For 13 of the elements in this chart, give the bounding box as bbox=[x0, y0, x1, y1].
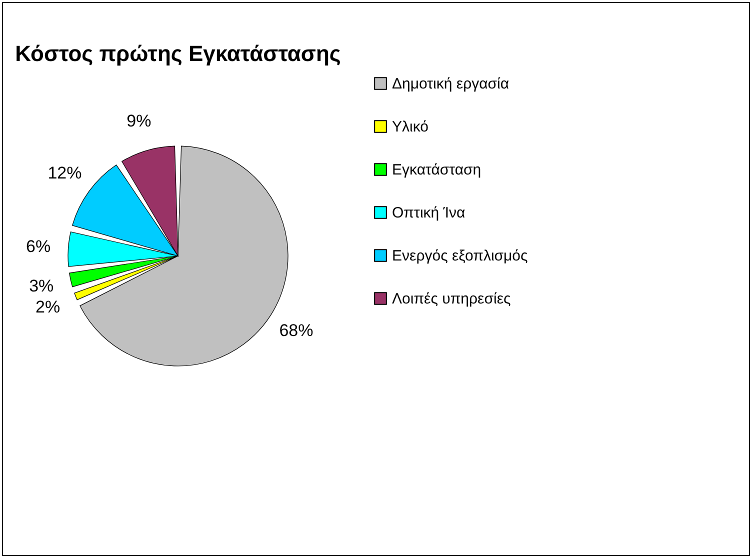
legend-label: Οπτική Ίνα bbox=[392, 204, 466, 222]
legend-label: Υλικό bbox=[392, 118, 428, 136]
data-label: 12% bbox=[48, 164, 82, 183]
legend-label: Δημοτική εργασία bbox=[392, 76, 510, 92]
chart-title: Κόστος πρώτης Εγκατάστασης bbox=[15, 41, 341, 66]
legend-label: Ενεργός εξοπλισμός bbox=[392, 248, 528, 264]
data-label: 9% bbox=[126, 112, 152, 131]
data-label: 3% bbox=[29, 276, 54, 296]
data-label: 68% bbox=[279, 321, 314, 340]
legend-label: Εγκατάσταση bbox=[392, 162, 482, 178]
data-label: 2% bbox=[36, 298, 60, 317]
data-label: 6% bbox=[26, 237, 51, 256]
legend-label: Λοιπές υπηρεσίες bbox=[392, 290, 511, 308]
